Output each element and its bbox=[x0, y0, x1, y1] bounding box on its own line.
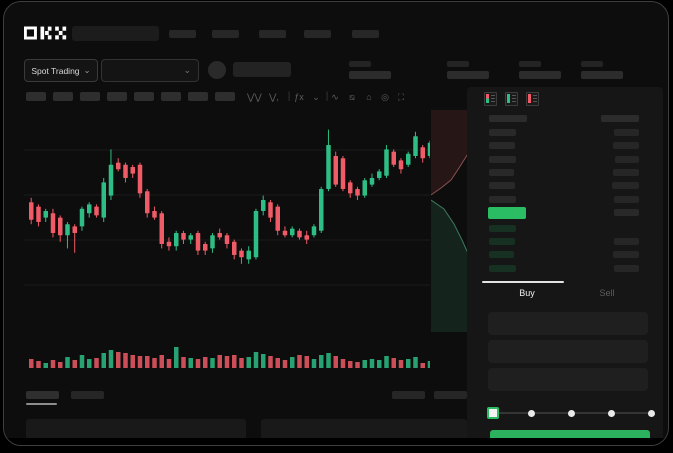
ask-amount-placeholder bbox=[613, 142, 639, 150]
slider-stop-dot[interactable] bbox=[568, 409, 575, 417]
camera-icon[interactable]: ⌂ bbox=[366, 92, 372, 102]
separator: | bbox=[325, 91, 329, 102]
tab-sell[interactable]: Sell bbox=[599, 288, 615, 298]
timeframe-placeholder[interactable] bbox=[107, 92, 127, 101]
bid-amount-placeholder bbox=[613, 251, 639, 259]
orderbook-asks-icon[interactable] bbox=[526, 92, 539, 106]
frame-bottom-edge bbox=[4, 438, 668, 445]
compare-icon[interactable]: ⧅ bbox=[349, 92, 355, 102]
price-field[interactable] bbox=[488, 312, 648, 335]
nav-item-placeholder[interactable] bbox=[169, 30, 196, 38]
line-chart-icon[interactable]: ∿ bbox=[331, 92, 339, 102]
bid-amount-placeholder bbox=[614, 264, 639, 272]
tab-buy[interactable]: Buy bbox=[519, 288, 535, 298]
amount-field[interactable] bbox=[488, 340, 648, 363]
bid-price-placeholder bbox=[489, 251, 514, 259]
ask-price-placeholder bbox=[489, 129, 516, 136]
ask-price-placeholder bbox=[489, 155, 516, 163]
timeframe-placeholder[interactable] bbox=[26, 92, 46, 101]
nav-item-placeholder[interactable] bbox=[259, 30, 286, 38]
stat-value-placeholder bbox=[349, 71, 391, 79]
slider-stop-dot[interactable] bbox=[608, 409, 615, 417]
nav-item-placeholder[interactable] bbox=[304, 30, 331, 38]
ask-price-placeholder bbox=[489, 168, 514, 176]
bottom-action-placeholder[interactable] bbox=[434, 391, 467, 399]
timeframe-placeholder[interactable] bbox=[215, 92, 235, 101]
timeframe-placeholder[interactable] bbox=[53, 92, 73, 101]
market-type-selector[interactable]: Spot Trading ⌄ bbox=[24, 59, 98, 82]
bid-price-placeholder bbox=[489, 264, 516, 272]
stat-label-placeholder bbox=[519, 61, 541, 67]
ask-price-placeholder bbox=[489, 142, 515, 150]
stat-value-placeholder bbox=[519, 71, 561, 79]
ask-amount-placeholder bbox=[612, 182, 639, 190]
bid-price-placeholder bbox=[489, 238, 515, 246]
ask-amount-placeholder bbox=[615, 155, 639, 163]
amount-slider-handle[interactable] bbox=[487, 407, 499, 419]
ask-price-placeholder bbox=[489, 182, 515, 190]
indicator-icon[interactable]: ƒx bbox=[294, 92, 304, 102]
indicator-chevron-icon[interactable]: ⌄ bbox=[312, 92, 320, 102]
bottom-tab-placeholder[interactable] bbox=[26, 391, 59, 399]
bottom-active-tab-indicator bbox=[26, 403, 57, 405]
candle-style-icon[interactable]: ⋁⋁ bbox=[247, 92, 262, 102]
ask-price-placeholder bbox=[489, 195, 516, 203]
last-price-bar bbox=[488, 207, 526, 219]
timeframe-placeholder[interactable] bbox=[80, 92, 100, 101]
orderbook-bids-icon[interactable] bbox=[505, 92, 518, 106]
timeframe-placeholder[interactable] bbox=[161, 92, 181, 101]
total-field[interactable] bbox=[488, 368, 648, 391]
ob-header-left-placeholder bbox=[489, 115, 527, 122]
nav-item-placeholder[interactable] bbox=[352, 30, 379, 38]
market-type-label: Spot Trading bbox=[31, 65, 80, 76]
ob-header-right-placeholder bbox=[601, 115, 639, 122]
orderbook-combined-icon[interactable] bbox=[484, 92, 497, 106]
last-price-amount-placeholder bbox=[614, 209, 639, 216]
stat-value-placeholder bbox=[447, 71, 489, 79]
last-price-placeholder bbox=[233, 62, 291, 77]
bottom-tab-placeholder[interactable] bbox=[71, 391, 104, 399]
ask-amount-placeholder bbox=[614, 195, 639, 203]
timeframe-placeholder[interactable] bbox=[134, 92, 154, 101]
stat-label-placeholder bbox=[349, 61, 371, 67]
search-input[interactable] bbox=[72, 26, 159, 41]
okx-logo[interactable] bbox=[23, 25, 68, 41]
price-chart[interactable] bbox=[24, 110, 433, 377]
stat-label-placeholder bbox=[581, 61, 603, 67]
timeframe-placeholder[interactable] bbox=[188, 92, 208, 101]
separator: | bbox=[287, 91, 291, 102]
ask-amount-placeholder bbox=[613, 168, 639, 176]
chevron-down-icon: ⌄ bbox=[83, 65, 91, 75]
bid-price-placeholder bbox=[489, 225, 516, 232]
settings-icon[interactable]: ◎ bbox=[381, 92, 389, 102]
pair-icon bbox=[208, 61, 226, 79]
slider-stop-dot[interactable] bbox=[528, 409, 535, 417]
orderbook-view-toggles bbox=[484, 92, 539, 106]
app-window: Spot Trading ⌄ ⌄ Buy Sell ⋁⋁ ⋁, | ƒx ⌄ | ∿ ⧅ ⌂ ◎ ⛶ bbox=[3, 1, 669, 446]
nav-item-placeholder[interactable] bbox=[212, 30, 239, 38]
bottom-action-placeholder[interactable] bbox=[392, 391, 425, 399]
stat-value-placeholder bbox=[581, 71, 623, 79]
chevron-down-icon: ⌄ bbox=[183, 65, 191, 75]
candle-interval-icon[interactable]: ⋁, bbox=[269, 92, 279, 102]
pair-selector[interactable]: ⌄ bbox=[101, 59, 199, 82]
slider-stop-dot[interactable] bbox=[648, 409, 655, 417]
trade-sidebar: Buy Sell bbox=[467, 87, 663, 445]
ask-amount-placeholder bbox=[614, 129, 639, 136]
stat-label-placeholder bbox=[447, 61, 469, 67]
fullscreen-icon[interactable]: ⛶ bbox=[397, 92, 405, 102]
bid-amount-placeholder bbox=[614, 238, 639, 246]
active-tab-indicator bbox=[482, 281, 564, 283]
